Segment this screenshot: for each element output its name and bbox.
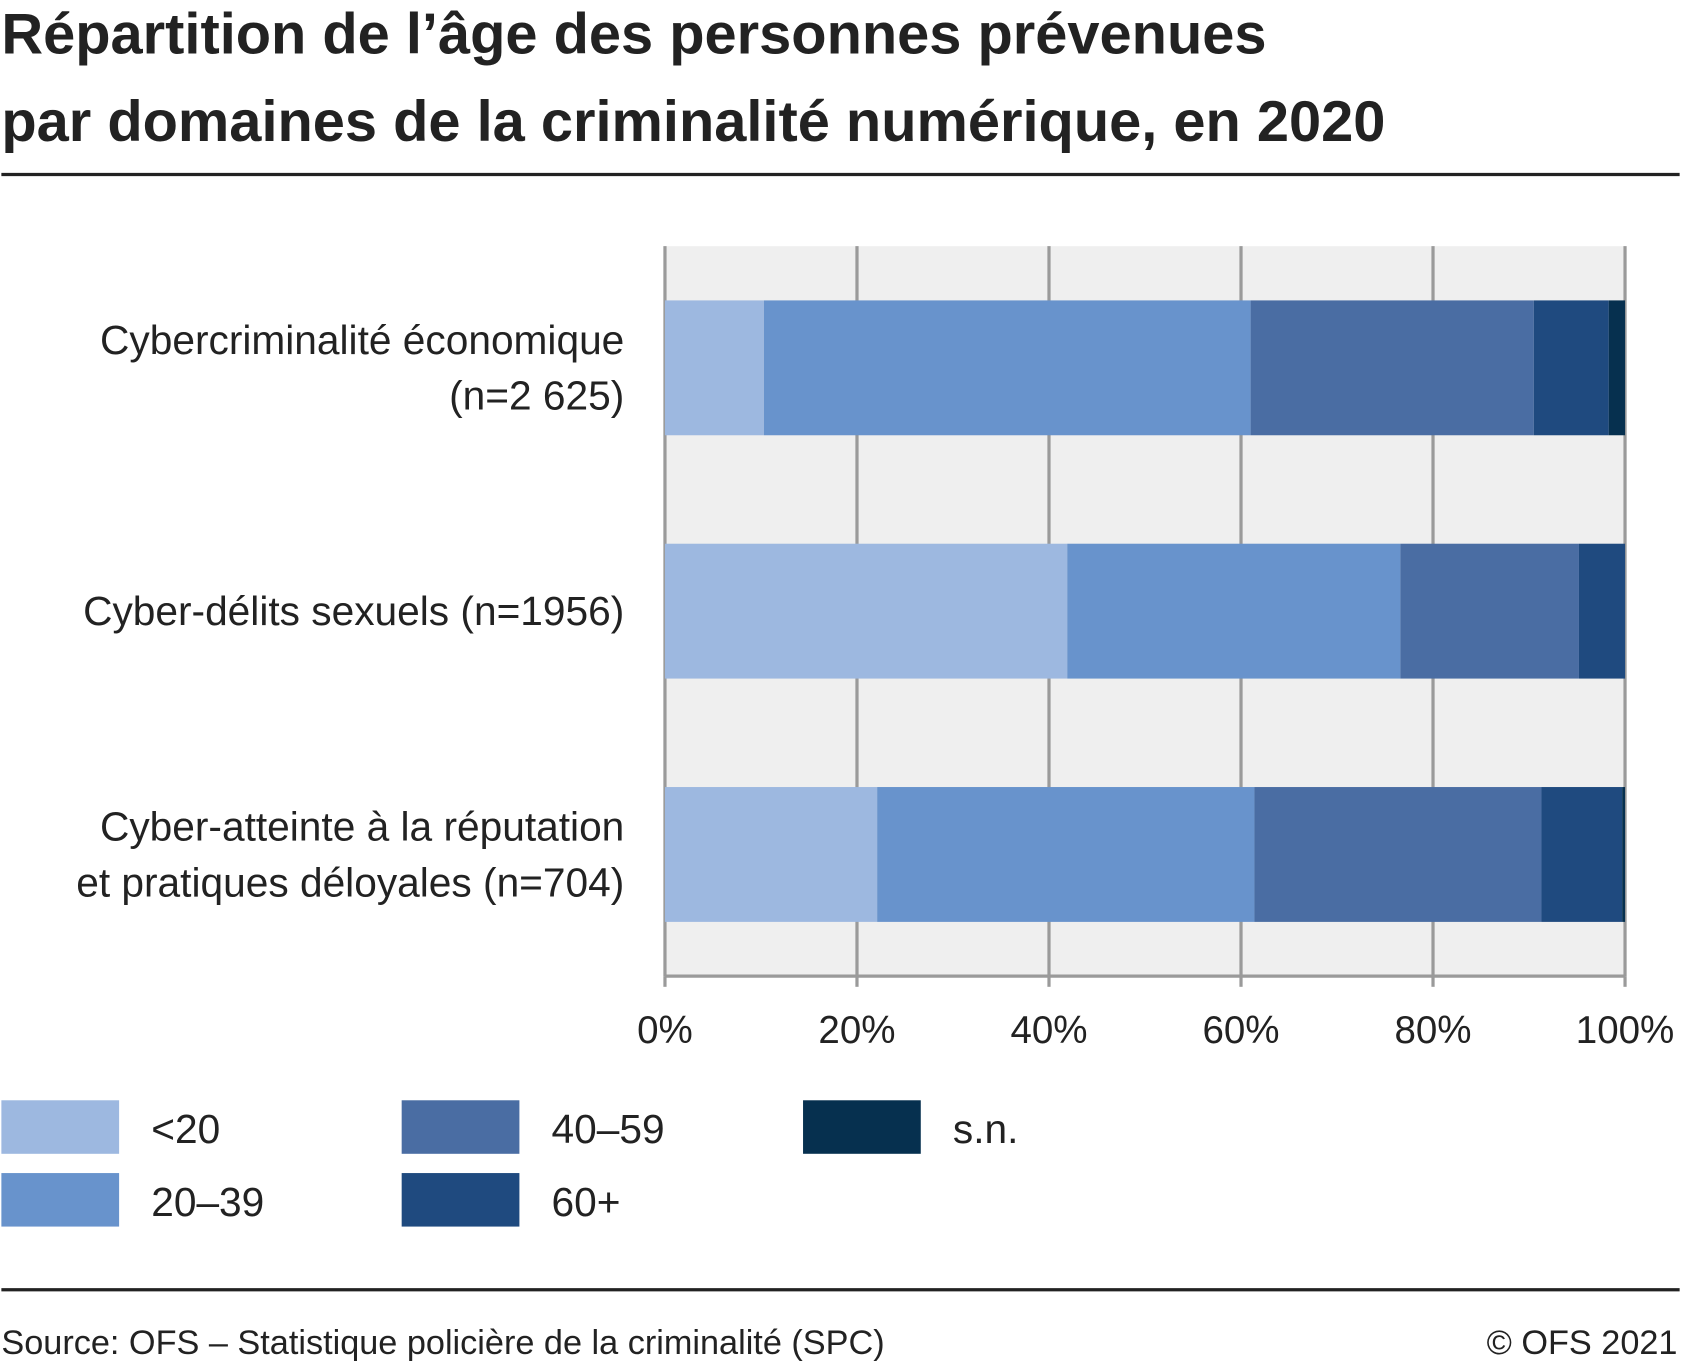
legend-swatch (1, 1173, 120, 1227)
x-tick-label: 20% (818, 1009, 895, 1052)
legend-swatch (1, 1100, 120, 1154)
legend-label: s.n. (953, 1106, 1019, 1152)
bar-segment (877, 787, 1255, 922)
copyright: © OFS 2021 (1487, 1324, 1678, 1362)
bar-segment (763, 300, 1251, 436)
chart-title: par domaines de la criminalité numérique… (1, 90, 1385, 154)
y-tick-label: Cybercriminalité économique (100, 317, 624, 363)
x-tick-label: 80% (1394, 1009, 1471, 1052)
source: Source: OFS – Statistique policière de l… (1, 1324, 884, 1362)
legend-swatch (401, 1173, 520, 1227)
chart-title: Répartition de l’âge des personnes préve… (1, 2, 1266, 66)
y-tick-label: Cyber-délits sexuels (n=1956) (83, 588, 624, 634)
bar-segment (1622, 787, 1626, 922)
legend-label: 40–59 (552, 1106, 665, 1152)
bar-segment (1578, 543, 1626, 679)
y-tick-label: et pratiques déloyales (n=704) (76, 859, 624, 905)
bar-segment (1533, 300, 1609, 436)
x-tick-label: 60% (1202, 1009, 1279, 1052)
legend-label: <20 (151, 1106, 220, 1152)
legend-label: 60+ (552, 1179, 621, 1225)
bar-segment (1254, 787, 1542, 922)
bar-segment (664, 787, 878, 922)
x-tick-label: 40% (1010, 1009, 1087, 1052)
bar-segment (1541, 787, 1623, 922)
bar-segment (1400, 543, 1579, 679)
x-tick-label: 100% (1576, 1009, 1675, 1052)
bar-segment (1067, 543, 1401, 679)
x-tick-label: 0% (637, 1009, 693, 1052)
legend-swatch (401, 1100, 520, 1154)
bar-segment (664, 300, 764, 436)
legend-swatch (803, 1100, 921, 1154)
y-tick-label: Cyber-atteinte à la réputation (100, 804, 624, 850)
legend-label: 20–39 (151, 1179, 264, 1225)
bar-segment (1608, 300, 1626, 436)
bar-segment (1250, 300, 1534, 436)
y-tick-label: (n=2 625) (449, 373, 624, 419)
bar-segment (664, 543, 1068, 679)
